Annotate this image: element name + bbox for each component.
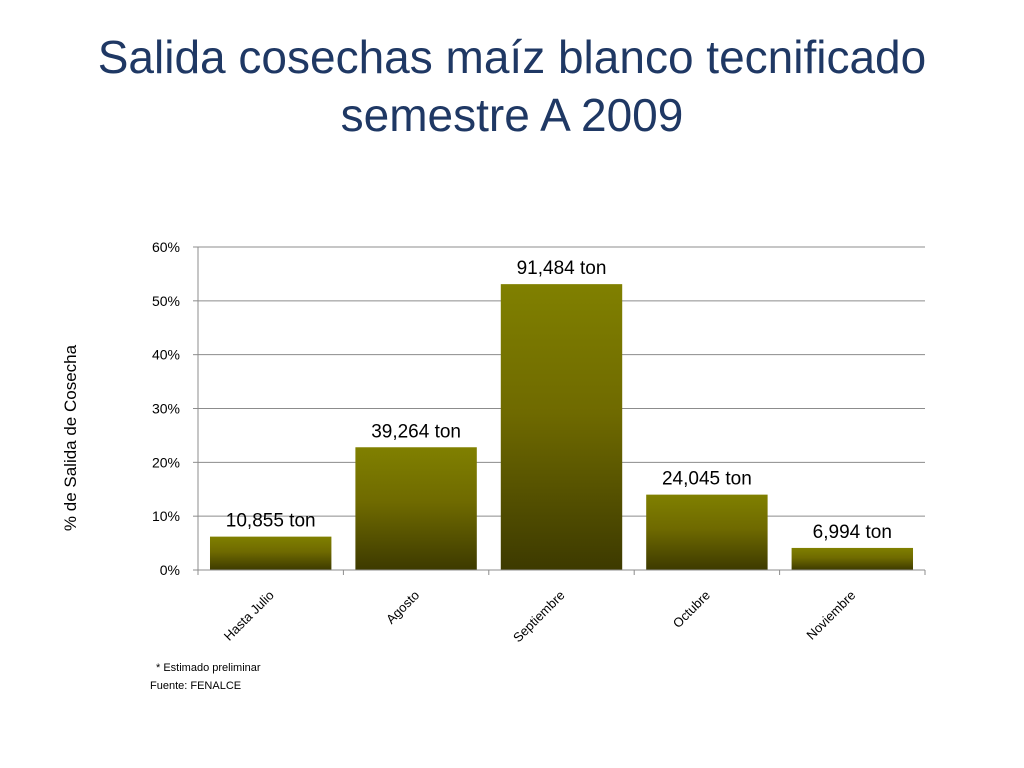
y-tick-label: 20% [152,454,180,470]
bar-hasta-julio [209,536,332,570]
data-label: 24,045 ton [662,469,752,490]
data-label: 10,855 ton [226,511,316,532]
footnote-source: Fuente: FENALCE [150,680,242,692]
y-tick-label: 40% [152,347,180,363]
y-tick-label: 10% [152,508,180,524]
y-tick-label: 0% [160,562,180,578]
y-axis-label: % de Salida de Cosecha [61,344,80,531]
x-tick-label: Septiembre [510,588,568,646]
y-tick-label: 50% [152,293,180,309]
chart-title: Salida cosechas maíz blanco tecnificado … [97,31,927,141]
x-tick-label: Noviembre [803,588,858,643]
bar-septiembre [500,284,623,570]
data-label: 39,264 ton [371,421,461,442]
bar-agosto [355,447,477,570]
data-label: 91,484 ton [517,258,607,279]
y-tick-label: 30% [152,401,180,417]
footnote-estimate: * Estimado preliminar [156,662,261,674]
bar-noviembre [791,547,914,570]
data-label: 6,994 ton [813,522,892,543]
bar-octubre [646,494,768,570]
x-tick-label: Octubre [670,588,713,631]
x-tick-label: Hasta Julio [221,588,277,644]
x-tick-label: Agosto [383,588,422,627]
y-tick-label: 60% [152,239,180,255]
